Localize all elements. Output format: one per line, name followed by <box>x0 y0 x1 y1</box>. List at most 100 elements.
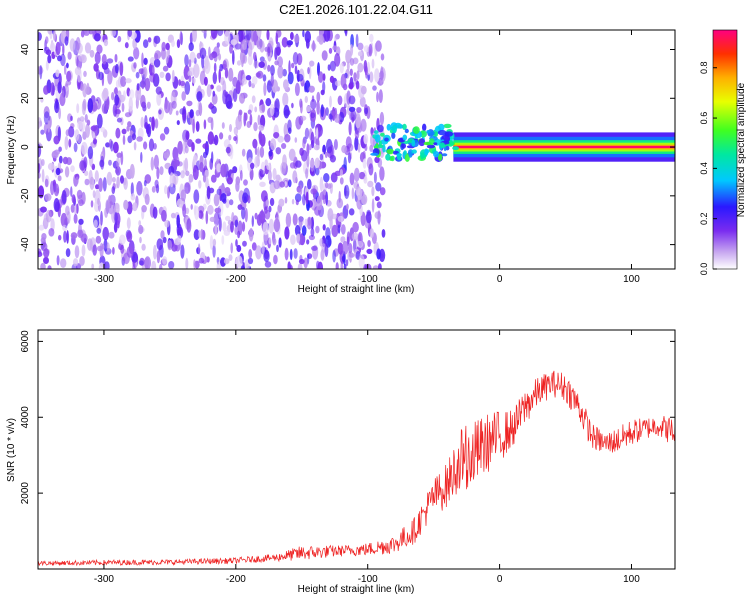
spectrogram-cell <box>40 206 47 213</box>
spectrogram-cell <box>127 30 132 37</box>
spectrogram-cell <box>205 210 209 225</box>
spectrogram-cell <box>379 111 385 126</box>
spectrogram-onset-cell <box>452 146 459 151</box>
spectrogram-cell <box>156 166 160 180</box>
spectrogram-cell <box>304 127 310 140</box>
spectrogram-cell <box>58 155 63 164</box>
spectrogram-cell <box>364 144 368 152</box>
spectrogram-cell <box>305 191 309 205</box>
spectrogram-cell <box>304 82 307 93</box>
spectrogram-cell <box>82 83 88 98</box>
spectrogram-cell <box>168 261 175 269</box>
spectrogram-cell <box>210 117 214 131</box>
spectrogram-cell <box>121 102 125 113</box>
spectrogram-cell <box>76 103 80 114</box>
spectrogram-cell <box>261 241 265 256</box>
spectrogram-cell <box>264 261 272 268</box>
spectrogram-cell <box>206 256 210 263</box>
spectrogram-cell <box>290 234 296 246</box>
spectrogram-cell <box>120 175 124 184</box>
spectrogram-cell <box>359 96 366 108</box>
spectrogram-cell <box>116 176 120 189</box>
spectrogram-cell <box>267 64 271 72</box>
spectrogram-cell <box>302 138 306 149</box>
spectrogram-cell <box>195 138 202 144</box>
spectrogram-cell <box>224 30 231 45</box>
spectrogram-onset-cell <box>437 153 443 161</box>
spectrogram-cell <box>304 30 311 44</box>
spectrogram-cell <box>188 59 192 68</box>
spectrogram-cell <box>339 177 344 185</box>
spectrogram-cell <box>248 227 254 242</box>
spectrogram-cell <box>356 107 362 113</box>
spectrogram-cell <box>258 124 265 131</box>
spectrogram-cell <box>284 133 291 143</box>
spectrogram-cell <box>96 227 102 234</box>
spectrogram-cell <box>235 176 241 186</box>
spectrogram-cell <box>254 106 258 113</box>
spectrogram-cell <box>64 136 69 150</box>
snr-series-line <box>38 370 675 567</box>
spectrogram-cell <box>94 170 99 182</box>
spectrogram-cell <box>224 187 231 194</box>
spectrogram-cell <box>354 136 359 151</box>
spectrogram-cell <box>339 62 344 74</box>
spectrogram-cell <box>351 187 355 200</box>
spectrogram-cell <box>206 185 211 200</box>
spectrogram-onset-cell <box>389 126 396 131</box>
spectrogram-cell <box>320 104 324 118</box>
spectrogram-cell <box>151 186 156 193</box>
spectrogram-cell <box>181 91 186 101</box>
spectrogram-cell <box>41 168 45 183</box>
spectrogram-cell <box>295 116 302 130</box>
spectrogram-cell <box>284 181 288 187</box>
spectrogram-cell <box>306 105 311 113</box>
spectrogram-cell <box>323 173 330 183</box>
spectrogram-cell <box>333 139 338 151</box>
spectrogram-cell <box>297 263 303 269</box>
spectrogram-cell <box>346 203 349 210</box>
spectrogram-cell <box>84 114 88 123</box>
spectrogram-cell <box>196 91 203 102</box>
spectrogram-cell <box>207 131 215 145</box>
snr-y-ticks: 2000 4000 6000 <box>20 330 675 504</box>
spectrogram-cell <box>251 242 257 251</box>
spectrogram-cell <box>83 70 87 77</box>
spectrogram-cell <box>214 207 222 214</box>
spectrogram-cell <box>299 184 303 196</box>
spectrogram-cell <box>144 115 148 129</box>
spectrogram-cell <box>263 82 267 96</box>
spectrogram-cell <box>156 250 161 264</box>
spectrogram-cell <box>269 197 275 207</box>
spectrogram-cell <box>267 46 271 57</box>
spectrogram-cell <box>185 170 190 177</box>
spectrogram-cell <box>70 204 75 213</box>
spectrogram-cell <box>188 174 194 183</box>
spectrogram-cell <box>304 95 308 104</box>
colorbar-tick-label: 0.0 <box>699 263 709 276</box>
spectrogram-band <box>453 145 675 149</box>
spectrogram-cell <box>360 85 367 95</box>
spectrogram-cell <box>47 120 51 133</box>
spectrogram-cell <box>287 71 294 85</box>
spectrogram-cell <box>62 156 69 165</box>
spectrogram-cell <box>275 147 282 155</box>
spectrogram-cell <box>114 87 118 95</box>
spectrogram-cell <box>180 170 185 179</box>
spectrogram-cell <box>153 143 157 150</box>
spectrogram-cell <box>81 244 86 257</box>
spectrogram-cell <box>354 129 360 139</box>
spectrogram-cell <box>268 237 272 245</box>
spectrogram-cell <box>270 64 275 76</box>
spectrogram-cell <box>98 71 104 81</box>
spectrogram-cell <box>143 66 148 79</box>
spectrogram-cell <box>110 140 114 152</box>
spectrogram-cell <box>377 210 381 225</box>
spectrogram-cell <box>283 104 290 119</box>
spectrogram-cell <box>101 103 108 114</box>
spectrogram-cell <box>95 235 102 244</box>
spectrogram-cell <box>284 226 290 240</box>
spectrogram-cell <box>340 224 346 235</box>
spectrogram-cell <box>363 45 370 53</box>
spectrogram-cell <box>213 52 218 63</box>
